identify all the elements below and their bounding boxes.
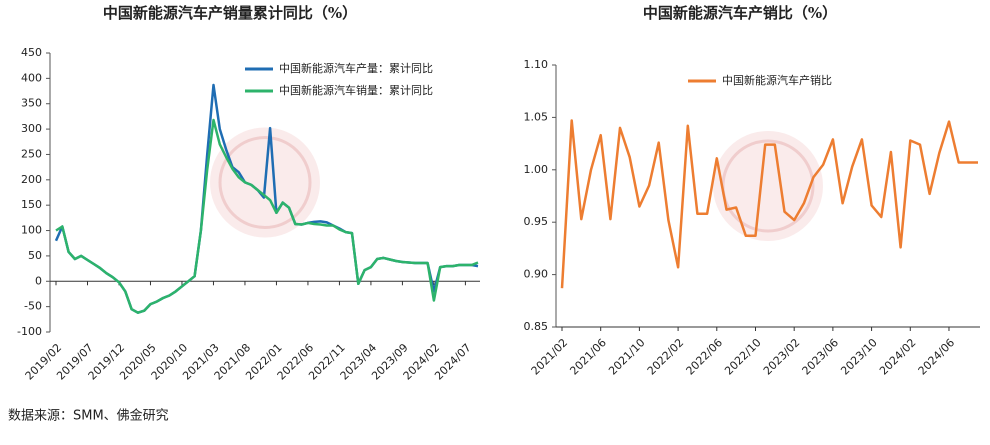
y-tick-label: -50: [24, 300, 42, 313]
series-line: [55, 118, 479, 314]
x-tick-label: 2022/06: [684, 336, 726, 378]
y-tick-label: 1.00: [524, 163, 549, 176]
watermark: [713, 131, 823, 241]
chart-title: 中国新能源汽车产销比（%）: [643, 4, 837, 22]
y-tick-label: 1.05: [524, 110, 549, 123]
legend-label: 中国新能源汽车销量：累计同比: [279, 83, 433, 97]
y-tick-label: 0.95: [524, 215, 549, 228]
y-tick-label: 100: [21, 224, 42, 237]
y-tick-label: 250: [21, 147, 42, 160]
series-line: [560, 119, 978, 289]
y-tick-label: 450: [21, 46, 42, 59]
x-tick-label: 2024/06: [916, 336, 958, 378]
y-tick-label: 1.10: [524, 58, 549, 71]
legend-label: 中国新能源汽车产销比: [722, 73, 832, 87]
chart-title: 中国新能源汽车产销量累计同比（%）: [103, 4, 357, 22]
x-tick-label: 2023/06: [800, 336, 842, 378]
x-tick-label: 2021/06: [567, 336, 609, 378]
y-tick-label: 0.90: [524, 268, 549, 281]
x-tick-label: 2022/10: [722, 336, 764, 378]
legend-label: 中国新能源汽车产量：累计同比: [279, 61, 433, 75]
y-tick-label: 350: [21, 97, 42, 110]
x-tick-label: 2023/10: [838, 336, 880, 378]
y-tick-label: 0.85: [524, 320, 549, 333]
source-note: 数据来源：SMM、佛金研究: [8, 408, 169, 424]
x-tick-label: 2021/02: [529, 336, 571, 378]
x-tick-label: 2024/02: [877, 336, 919, 378]
y-tick-label: -100: [17, 325, 42, 338]
y-tick-label: 400: [21, 71, 42, 84]
x-tick-label: 2021/10: [606, 336, 648, 378]
watermark: [218, 136, 312, 229]
y-tick-label: 200: [21, 173, 42, 186]
y-tick-label: 50: [28, 249, 42, 262]
x-tick-label: 2023/02: [761, 336, 803, 378]
x-tick-label: 2022/02: [645, 336, 687, 378]
y-tick-label: 300: [21, 122, 42, 135]
y-tick-label: 0: [35, 274, 42, 287]
y-tick-label: 150: [21, 198, 42, 211]
